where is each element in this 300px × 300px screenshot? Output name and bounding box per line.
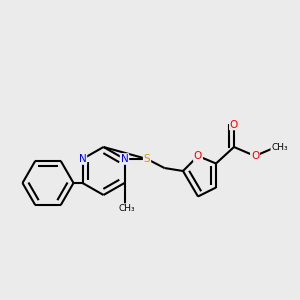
Text: S: S	[144, 154, 150, 164]
Text: N: N	[121, 154, 128, 164]
Text: N: N	[79, 154, 86, 164]
Text: O: O	[251, 151, 259, 161]
Text: CH₃: CH₃	[271, 142, 288, 152]
Text: O: O	[230, 119, 238, 130]
Text: O: O	[194, 151, 202, 161]
Text: CH₃: CH₃	[118, 204, 135, 213]
